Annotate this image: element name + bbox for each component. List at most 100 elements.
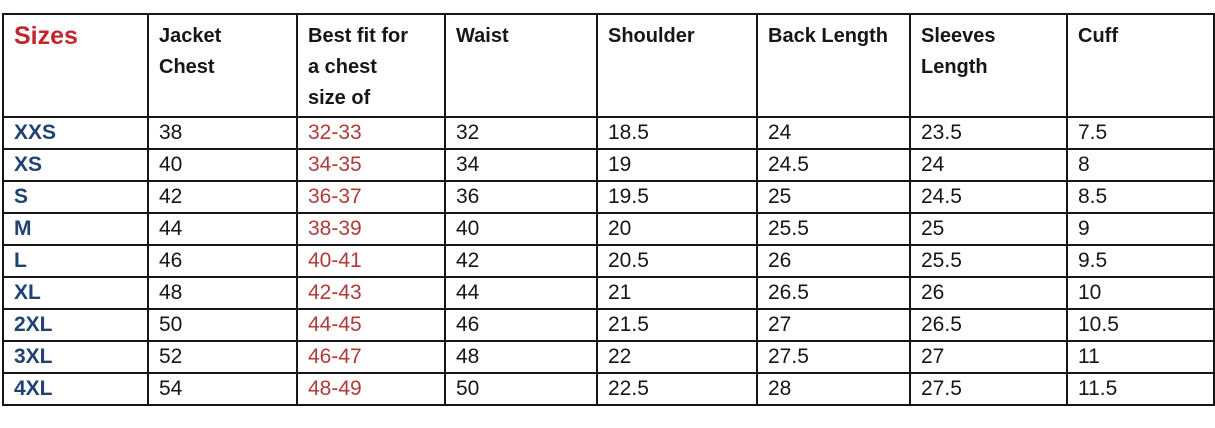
cell-waist: 50: [444, 372, 598, 406]
cell-shoulder: 18.5: [596, 116, 758, 150]
cell-jacket_chest: 42: [147, 180, 298, 214]
cell-back_length: 25: [756, 180, 911, 214]
size-label: XXS: [2, 116, 149, 150]
cell-waist: 34: [444, 148, 598, 182]
table-row: XS 40 34-35 34 19 24.5 24 8: [2, 148, 1215, 182]
cell-waist: 40: [444, 212, 598, 246]
cell-cuff: 11: [1066, 340, 1215, 374]
cell-best_fit: 48-49: [296, 372, 446, 406]
cell-back_length: 24.5: [756, 148, 911, 182]
column-header-text: Back Length: [768, 25, 889, 47]
cell-cuff: 7.5: [1066, 116, 1215, 150]
cell-cuff: 10: [1066, 276, 1215, 310]
column-header-size: Sizes: [2, 13, 149, 118]
header-row: Sizes Jacket Chest Best fit for a chest size …: [2, 13, 1215, 118]
cell-sleeves_length: 27.5: [909, 372, 1068, 406]
cell-jacket_chest: 54: [147, 372, 298, 406]
cell-best_fit: 38-39: [296, 212, 446, 246]
cell-sleeves_length: 26: [909, 276, 1068, 310]
cell-cuff: 8.5: [1066, 180, 1215, 214]
cell-cuff: 9: [1066, 212, 1215, 246]
column-header-text: Length: [921, 56, 988, 78]
table-row: 2XL 50 44-45 46 21.5 27 26.5 10.5: [2, 308, 1215, 342]
column-header-text: Sizes: [14, 22, 78, 50]
cell-cuff: 8: [1066, 148, 1215, 182]
cell-best_fit: 42-43: [296, 276, 446, 310]
cell-waist: 32: [444, 116, 598, 150]
size-label: 4XL: [2, 372, 149, 406]
column-header-text: Cuff: [1078, 25, 1118, 47]
cell-best_fit: 34-35: [296, 148, 446, 182]
cell-back_length: 25.5: [756, 212, 911, 246]
table-row: 3XL 52 46-47 48 22 27.5 27 11: [2, 340, 1215, 374]
column-header-sleeves_length: Sleeves Length: [909, 13, 1068, 118]
cell-best_fit: 44-45: [296, 308, 446, 342]
column-header-waist: Waist: [444, 13, 598, 118]
table-body: XXS 38 32-33 32 18.5 24 23.5 7.5 XS 40 34-35 34 19 24…: [2, 116, 1215, 406]
column-header-text: a chest: [308, 56, 377, 78]
cell-back_length: 24: [756, 116, 911, 150]
table-row: S 42 36-37 36 19.5 25 24.5 8.5: [2, 180, 1215, 214]
size-label: M: [2, 212, 149, 246]
cell-jacket_chest: 44: [147, 212, 298, 246]
cell-back_length: 27: [756, 308, 911, 342]
cell-shoulder: 21: [596, 276, 758, 310]
cell-best_fit: 46-47: [296, 340, 446, 374]
cell-waist: 46: [444, 308, 598, 342]
cell-waist: 48: [444, 340, 598, 374]
cell-best_fit: 40-41: [296, 244, 446, 278]
cell-shoulder: 20.5: [596, 244, 758, 278]
cell-sleeves_length: 24: [909, 148, 1068, 182]
cell-shoulder: 20: [596, 212, 758, 246]
cell-sleeves_length: 27: [909, 340, 1068, 374]
cell-sleeves_length: 24.5: [909, 180, 1068, 214]
column-header-text: Chest: [159, 56, 215, 78]
cell-sleeves_length: 25: [909, 212, 1068, 246]
table-row: L 46 40-41 42 20.5 26 25.5 9.5: [2, 244, 1215, 278]
cell-cuff: 9.5: [1066, 244, 1215, 278]
column-header-jacket_chest: Jacket Chest: [147, 13, 298, 118]
column-header-text: Sleeves: [921, 25, 996, 47]
cell-sleeves_length: 23.5: [909, 116, 1068, 150]
column-header-text: Shoulder: [608, 25, 695, 47]
column-header-back_length: Back Length: [756, 13, 911, 118]
size-label: 3XL: [2, 340, 149, 374]
cell-best_fit: 36-37: [296, 180, 446, 214]
cell-cuff: 11.5: [1066, 372, 1215, 406]
cell-jacket_chest: 46: [147, 244, 298, 278]
cell-back_length: 26.5: [756, 276, 911, 310]
column-header-text: Waist: [456, 25, 509, 47]
table-row: M 44 38-39 40 20 25.5 25 9: [2, 212, 1215, 246]
column-header-text: Jacket: [159, 25, 222, 47]
cell-jacket_chest: 52: [147, 340, 298, 374]
size-label: 2XL: [2, 308, 149, 342]
cell-waist: 44: [444, 276, 598, 310]
cell-jacket_chest: 38: [147, 116, 298, 150]
table-row: XL 48 42-43 44 21 26.5 26 10: [2, 276, 1215, 310]
column-header-cuff: Cuff: [1066, 13, 1215, 118]
size-label: XS: [2, 148, 149, 182]
column-header-text: Best fit for: [308, 25, 408, 47]
cell-shoulder: 21.5: [596, 308, 758, 342]
size-chart-table: Sizes Jacket Chest Best fit for a chest size …: [2, 13, 1215, 406]
cell-shoulder: 19.5: [596, 180, 758, 214]
cell-jacket_chest: 48: [147, 276, 298, 310]
cell-back_length: 27.5: [756, 340, 911, 374]
cell-best_fit: 32-33: [296, 116, 446, 150]
cell-back_length: 28: [756, 372, 911, 406]
size-chart: Sizes Jacket Chest Best fit for a chest size …: [2, 13, 1215, 406]
cell-jacket_chest: 50: [147, 308, 298, 342]
size-label: S: [2, 180, 149, 214]
cell-waist: 42: [444, 244, 598, 278]
cell-shoulder: 19: [596, 148, 758, 182]
cell-shoulder: 22.5: [596, 372, 758, 406]
column-header-best_fit: Best fit for a chest size of: [296, 13, 446, 118]
cell-jacket_chest: 40: [147, 148, 298, 182]
size-label: L: [2, 244, 149, 278]
table-row: XXS 38 32-33 32 18.5 24 23.5 7.5: [2, 116, 1215, 150]
cell-waist: 36: [444, 180, 598, 214]
cell-sleeves_length: 25.5: [909, 244, 1068, 278]
cell-shoulder: 22: [596, 340, 758, 374]
size-label: XL: [2, 276, 149, 310]
table-row: 4XL 54 48-49 50 22.5 28 27.5 11.5: [2, 372, 1215, 406]
